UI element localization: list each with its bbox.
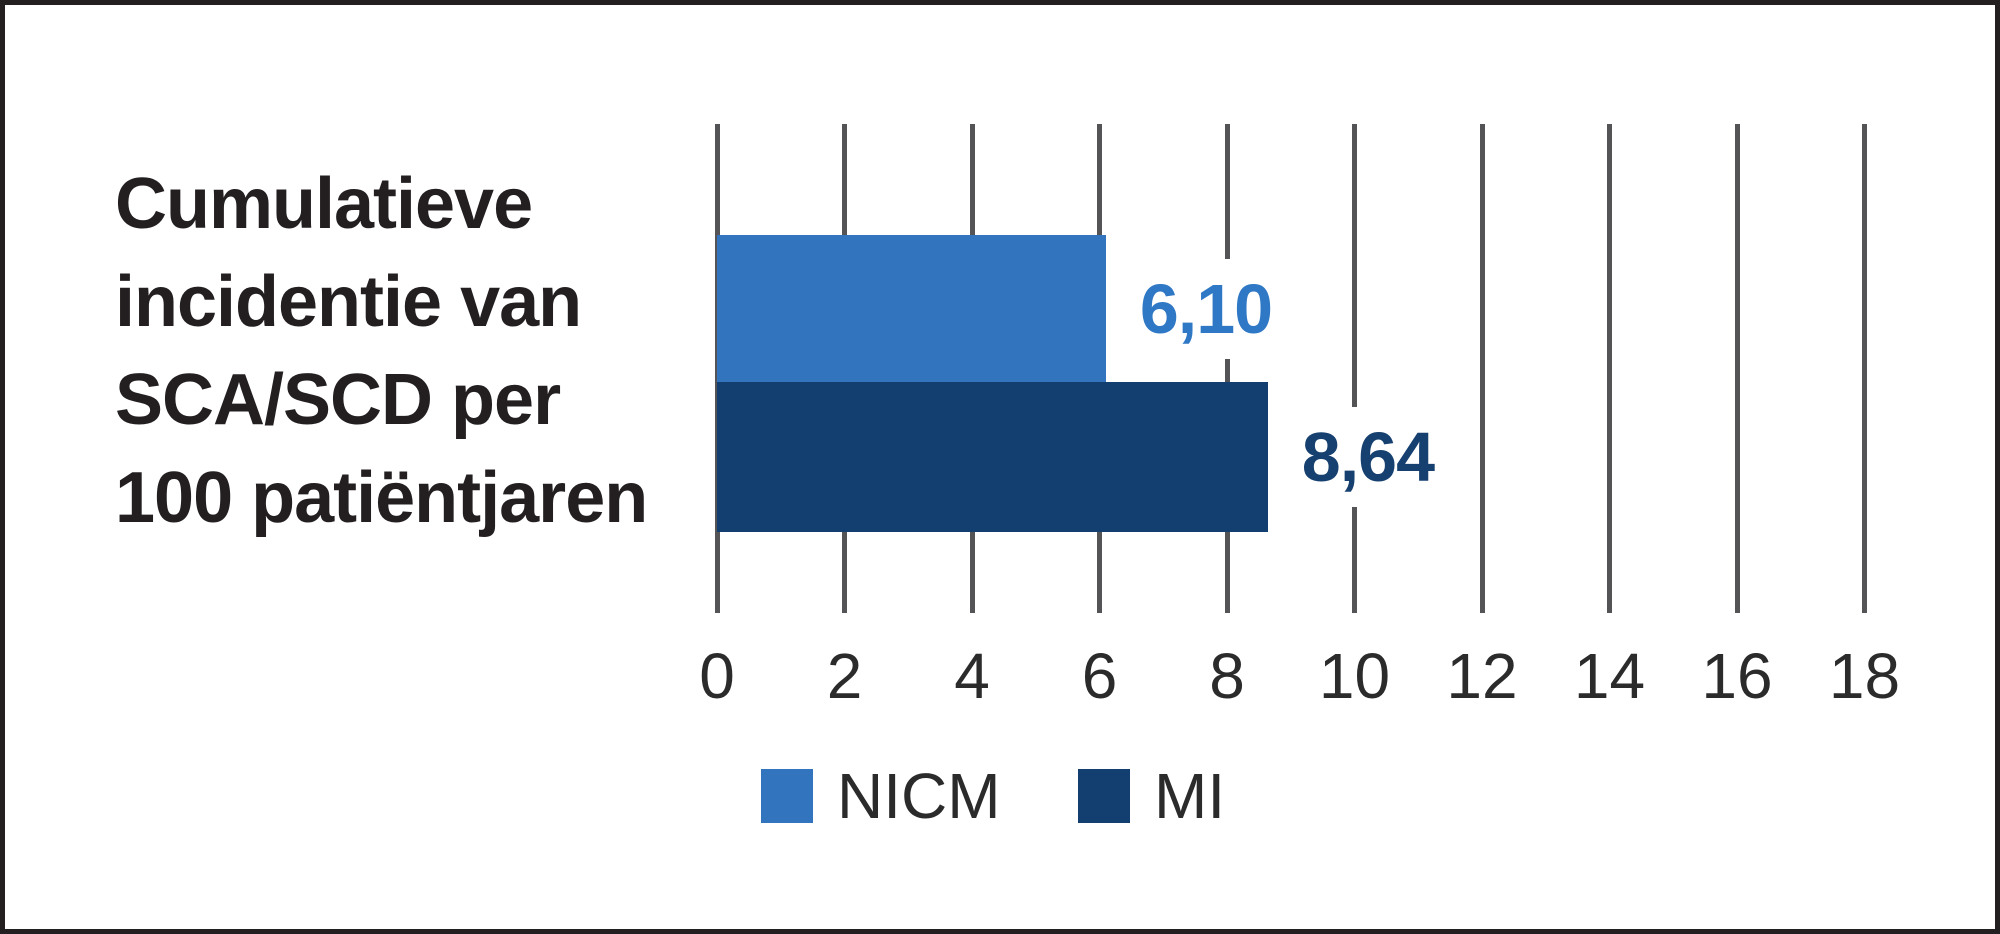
x-axis-tick-label: 12 xyxy=(1446,640,1518,712)
value-label-mi: 8,64 xyxy=(1285,407,1451,507)
gridline-10 xyxy=(1352,124,1357,613)
chart-title-line: Cumulatieve xyxy=(115,164,533,244)
bar-nicm xyxy=(717,235,1106,382)
chart-title-line: SCA/SCD per xyxy=(115,360,561,440)
x-axis-tick-label: 0 xyxy=(699,640,735,712)
gridline-16 xyxy=(1734,124,1740,613)
x-axis-tick-label: 2 xyxy=(826,640,863,712)
legend-label: NICM xyxy=(837,760,1001,832)
x-axis-tick-label: 8 xyxy=(1209,640,1245,712)
gridline-12 xyxy=(1479,124,1485,613)
gridline-18 xyxy=(1862,124,1867,613)
x-axis-tick-label: 14 xyxy=(1573,640,1646,712)
x-axis-tick-label: 18 xyxy=(1828,640,1901,712)
chart-title-line: 100 patiëntjaren xyxy=(115,458,648,538)
x-axis-tick-label: 4 xyxy=(954,640,990,712)
x-axis-tick-label: 16 xyxy=(1701,640,1773,712)
legend-item-nicm: NICM xyxy=(761,760,1001,832)
x-axis-tick-label: 6 xyxy=(1081,640,1118,712)
legend: NICM MI xyxy=(5,760,1995,832)
legend-swatch-mi xyxy=(1078,769,1130,823)
gridline-14 xyxy=(1607,124,1612,613)
legend-item-mi: MI xyxy=(1078,760,1225,832)
legend-swatch-nicm xyxy=(761,769,813,823)
value-label-nicm: 6,10 xyxy=(1123,258,1289,359)
chart-title: Cumulatieve incidentie van SCA/SCD per 100 … xyxy=(115,155,675,547)
chart-title-line: incidentie van xyxy=(115,262,582,342)
bar-mi xyxy=(717,382,1268,532)
x-axis-tick-label: 10 xyxy=(1318,640,1391,712)
legend-label: MI xyxy=(1154,760,1226,832)
gridline-8 xyxy=(1224,124,1230,613)
